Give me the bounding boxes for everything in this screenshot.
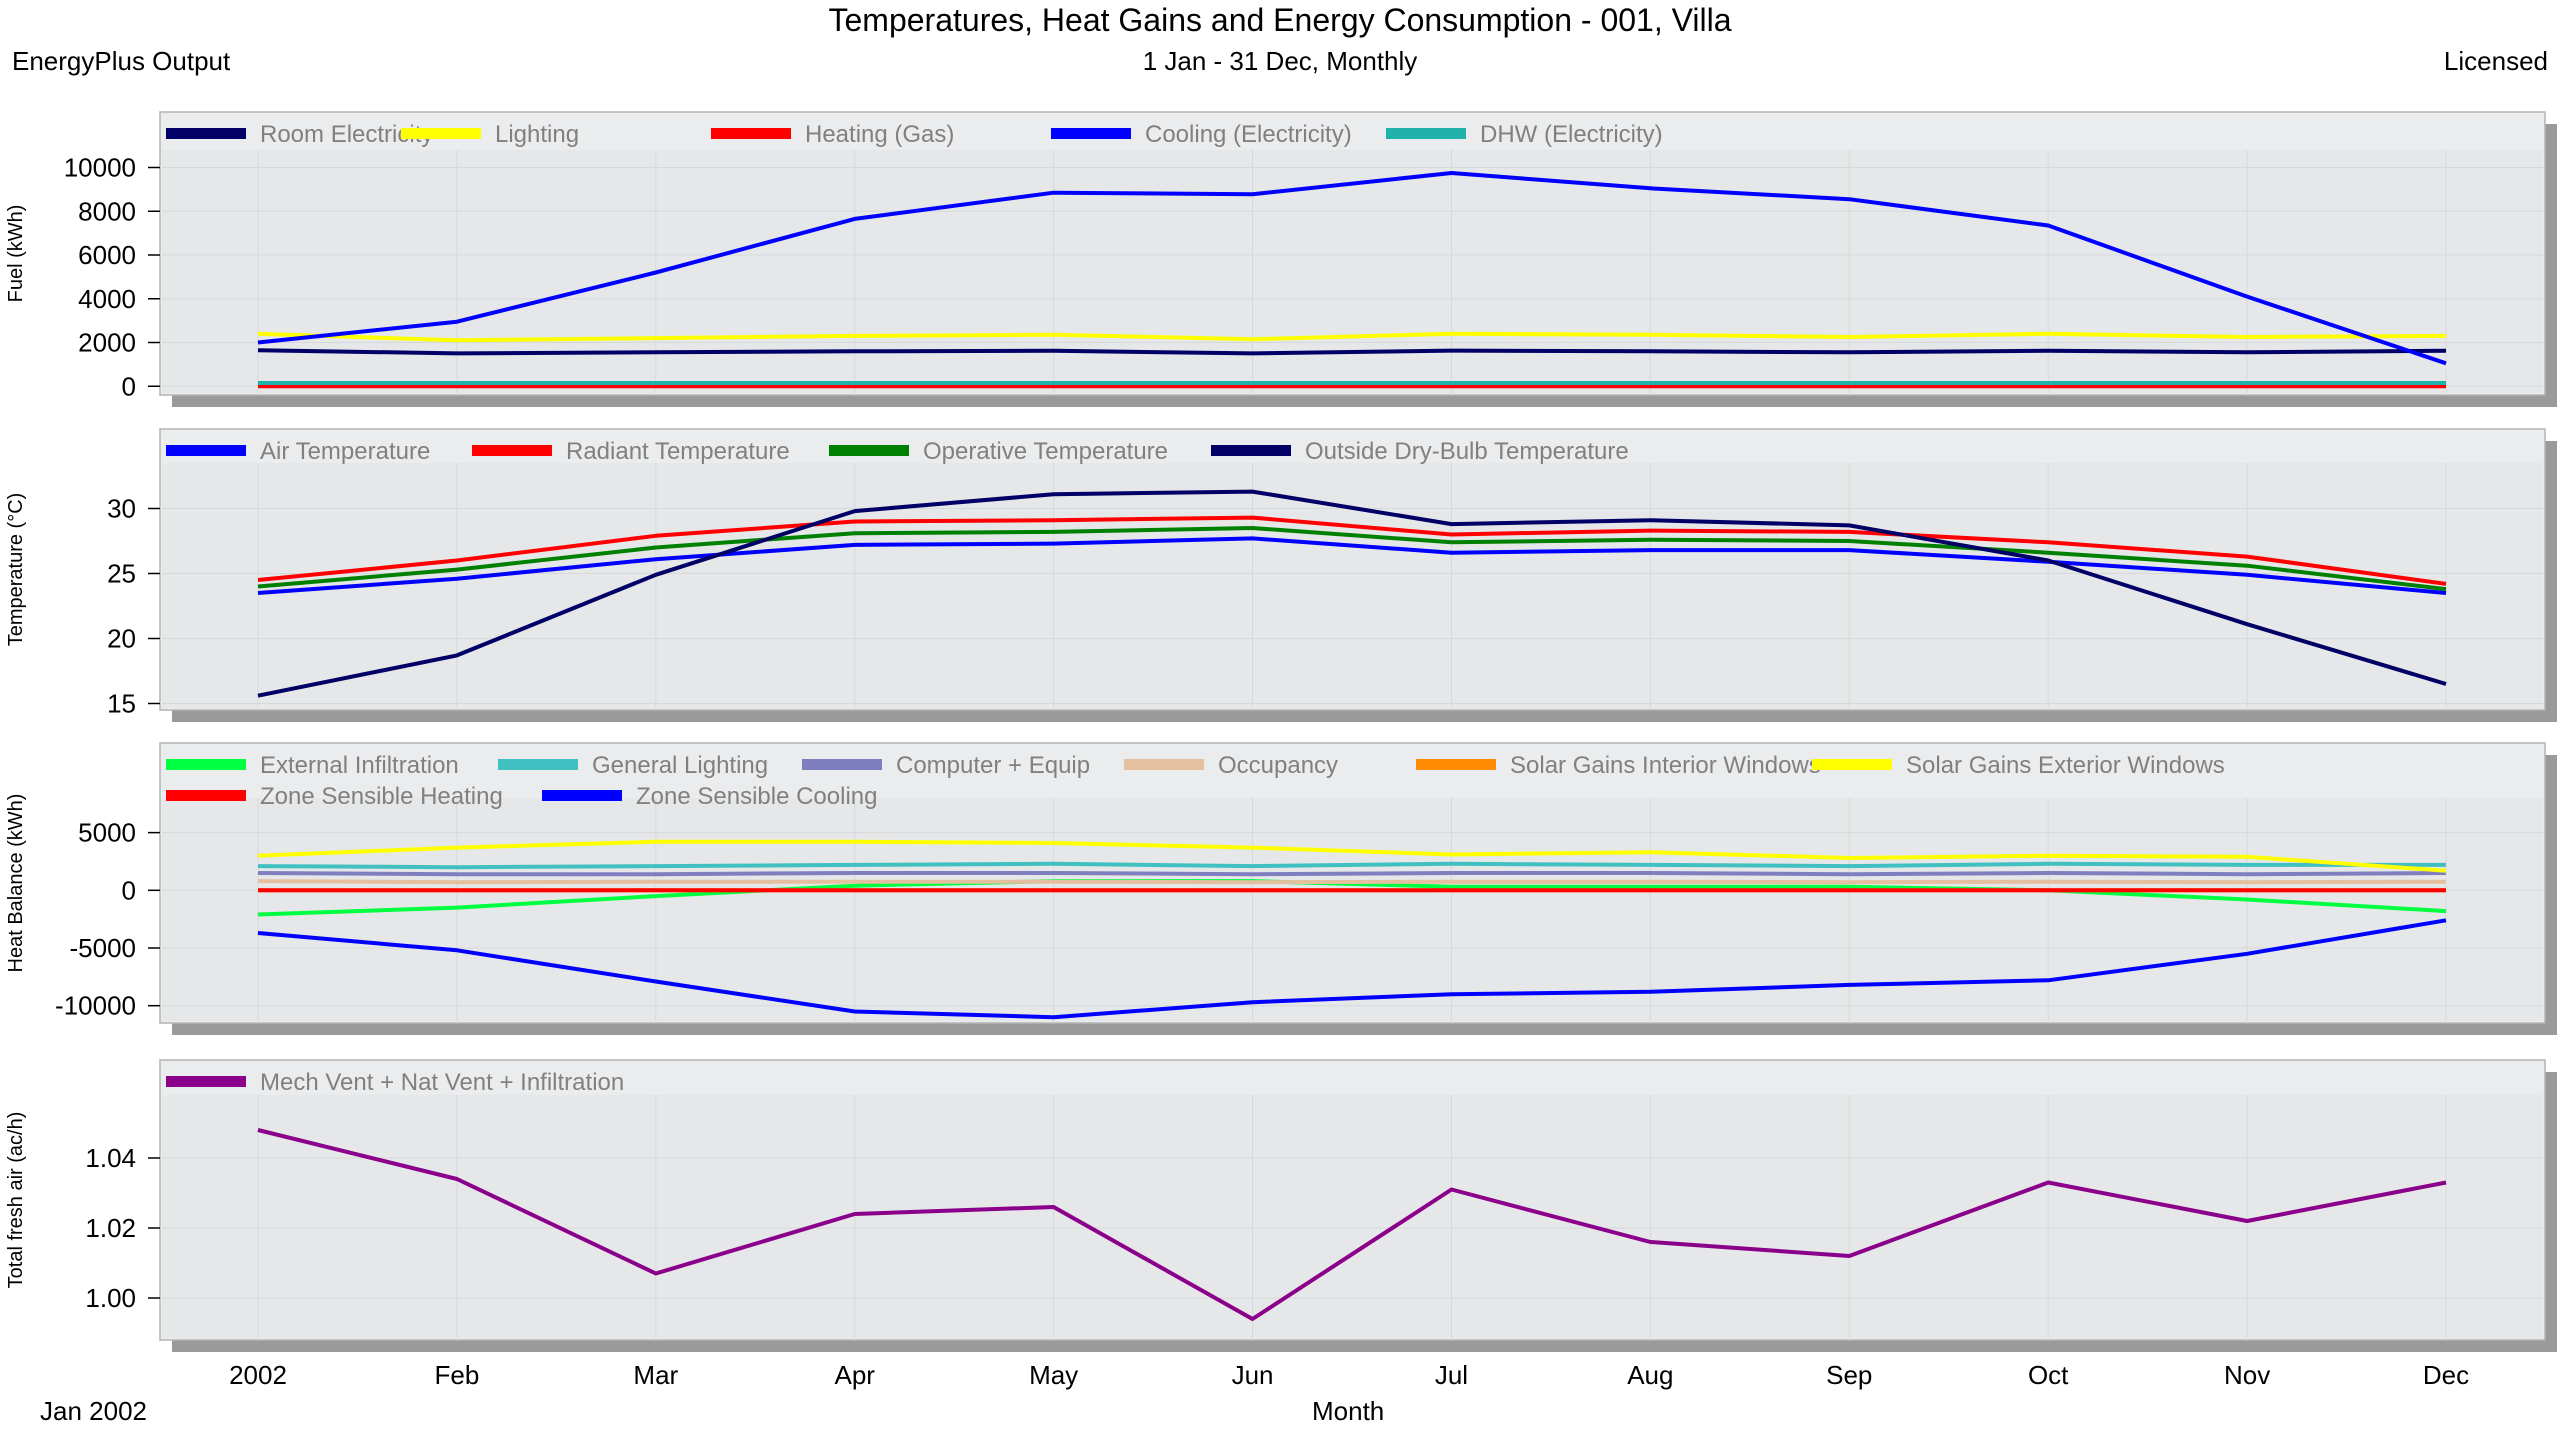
x-tick-label: Mar [633,1360,678,1390]
series-line [257,515,2447,586]
y-axis-label: Total fresh air (ac/h) [5,1112,27,1289]
x-tick-label: Nov [2224,1360,2270,1390]
legend-label: Zone Sensible Cooling [636,783,878,810]
legend-label: Solar Gains Interior Windows [1510,752,1821,779]
series-line [257,331,2447,343]
series-line [257,879,2447,885]
legend-label: Operative Temperature [923,438,1168,465]
license-label: Licensed [2443,46,2548,76]
legend-label: Lighting [495,121,579,148]
y-tick-label: -10000 [55,991,136,1021]
series-line [257,1128,2447,1321]
legend-swatch [1124,759,1204,770]
y-tick-label: 8000 [78,196,136,226]
legend-label: External Infiltration [260,752,459,779]
page-subtitle: 1 Jan - 31 Dec, Monthly [1142,46,1418,76]
legend-swatch [166,445,246,456]
y-tick-label: 15 [107,689,136,719]
legend-label: Computer + Equip [896,752,1090,779]
series-line [257,871,2447,877]
y-tick-label: 25 [107,559,136,589]
plot-band [162,463,2543,708]
y-axis-label: Heat Balance (kWh) [5,794,27,973]
legend-label: Outside Dry-Bulb Temperature [1305,438,1629,465]
x-tick-label: Jul [1435,1360,1468,1390]
y-axis-label: Fuel (kWh) [5,205,27,303]
series-line [257,489,2447,698]
legend-label: DHW (Electricity) [1480,121,1663,148]
x-tick-label: Feb [435,1360,480,1390]
legend-swatch [472,445,552,456]
x-tick-label: May [1029,1360,1078,1390]
x-axis-label: Month [1312,1396,1385,1426]
legend-label: Solar Gains Exterior Windows [1906,752,2225,779]
series-line [257,526,2447,592]
y-tick-label: 0 [122,875,136,905]
x-tick-label: Apr [834,1360,875,1390]
y-tick-label: 1.04 [85,1143,136,1173]
legend-label: General Lighting [592,752,768,779]
output-label: EnergyPlus Output [12,46,231,76]
series-line [257,171,2447,366]
y-tick-label: 2000 [78,328,136,358]
y-tick-label: -5000 [70,933,137,963]
x-tick-label: Aug [1627,1360,1673,1390]
legend-swatch [401,128,481,139]
page-title: Temperatures, Heat Gains and Energy Cons… [828,2,1732,38]
y-tick-label: 1.00 [85,1283,136,1313]
legend-swatch [1386,128,1466,139]
legend-label: Heating (Gas) [805,121,954,148]
legend-swatch [166,128,246,139]
x-tick-label: Oct [2028,1360,2069,1390]
legend-swatch [166,790,246,801]
y-tick-label: 6000 [78,240,136,270]
period-label: Jan 2002 [40,1396,147,1426]
x-tick-label: Sep [1826,1360,1872,1390]
legend-label: Mech Vent + Nat Vent + Infiltration [260,1069,624,1096]
series-line [257,536,2447,595]
chart-panel-4: 1.00 1.02 1.04 Total fresh air (ac/h) Mech V… [5,1059,2557,1352]
plot-band [162,150,2543,393]
legend-swatch [1812,759,1892,770]
series-line [257,918,2447,1020]
legend-swatch [829,445,909,456]
y-axis-label: Temperature (°C) [5,493,27,647]
y-tick-label: 5000 [78,818,136,848]
legend-label: Occupancy [1218,752,1338,779]
y-tick-label: 0 [122,371,136,401]
y-tick-label: 30 [107,494,136,524]
y-tick-label: 10000 [64,153,136,183]
series-line [257,348,2447,356]
plot-band [162,798,2543,1021]
plot-band [162,1095,2543,1338]
legend-label: Air Temperature [260,438,430,465]
x-tick-label: Jun [1232,1360,1274,1390]
legend-swatch [542,790,622,801]
legend-label: Cooling (Electricity) [1145,121,1352,148]
chart-panel-3: -10000 -5000 0 5000 Heat Balance (kWh) Extern… [5,742,2557,1035]
legend-swatch [711,128,791,139]
legend-swatch [1051,128,1131,139]
x-tick-label: 2002 [229,1360,287,1390]
y-tick-label: 4000 [78,284,136,314]
series-line [257,839,2447,873]
y-tick-label: 1.02 [85,1213,136,1243]
legend-swatch [166,759,246,770]
y-tick-label: 20 [107,624,136,654]
legend-label: Radiant Temperature [566,438,790,465]
legend-swatch [802,759,882,770]
legend-label: Zone Sensible Heating [260,783,503,810]
series-line [257,861,2446,870]
legend-swatch [498,759,578,770]
legend-swatch [1211,445,1291,456]
chart-panel-2: 15 20 25 30 Temperature (°C) Air Temperature R… [5,428,2557,722]
x-tick-label: Dec [2423,1360,2469,1390]
legend-swatch [1416,759,1496,770]
legend-swatch [166,1076,246,1087]
